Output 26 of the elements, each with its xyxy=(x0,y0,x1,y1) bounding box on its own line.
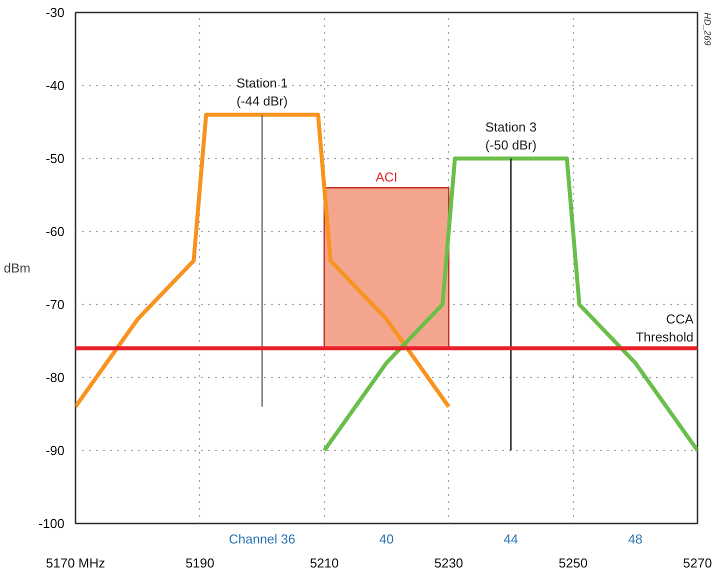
x-tick-label: 5190 xyxy=(185,556,214,570)
ref-line-label: CCA Threshold xyxy=(636,311,694,344)
annotation: Station 1 (-44 dBr) xyxy=(236,76,288,109)
y-tick-label: -60 xyxy=(46,224,65,239)
y-tick-label: -100 xyxy=(38,516,65,531)
series-label: ACI xyxy=(376,170,398,185)
x-tick-label: 5210 xyxy=(310,556,339,570)
line-series xyxy=(322,156,698,452)
y-tick-label: -40 xyxy=(46,78,65,93)
text: 48 xyxy=(628,532,643,546)
y-tick-label: -80 xyxy=(46,370,65,385)
text: HD_269 xyxy=(702,12,712,46)
y-tick-label: -30 xyxy=(46,5,65,20)
text: Channel 36 xyxy=(228,532,296,546)
x-tick-label: 5230 xyxy=(434,556,464,570)
text: 44 xyxy=(504,532,518,546)
x-tick-label: 5270 xyxy=(683,556,712,570)
y-tick-label: -90 xyxy=(46,443,65,458)
y-tick-label: -70 xyxy=(46,297,65,312)
line-series xyxy=(76,112,451,409)
x-tick-label: 5170 MHz xyxy=(46,556,106,570)
y-tick-label: -50 xyxy=(46,151,65,166)
x-tick-label: 5250 xyxy=(558,556,588,570)
annotation: Station 3 (-50 dBr) xyxy=(485,120,537,152)
y-axis-title: dBm xyxy=(4,260,30,276)
text: 40 xyxy=(379,532,394,546)
